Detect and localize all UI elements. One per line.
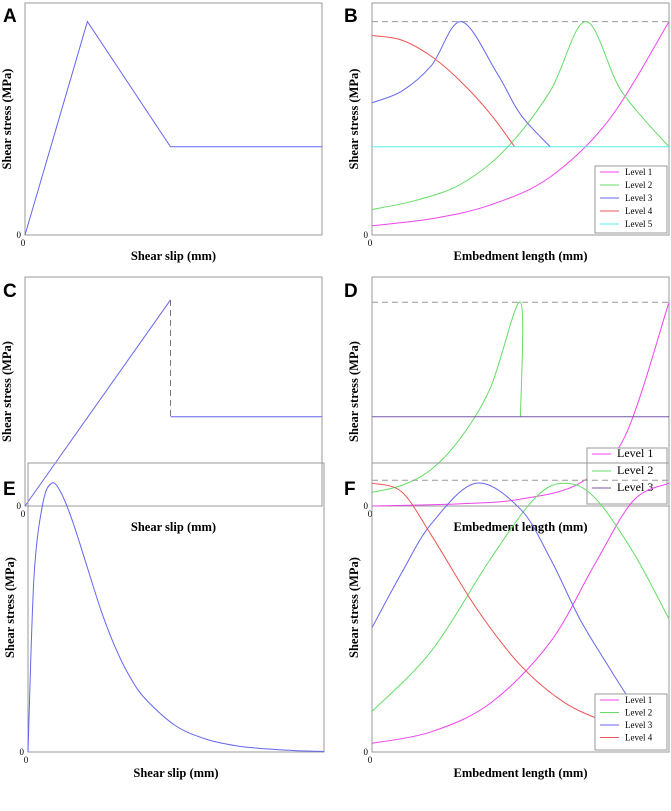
panel-b-frame	[371, 2, 670, 236]
panel-f-legend-label: Level 2	[625, 708, 652, 718]
panel-e-x-label: Shear slip (mm)	[133, 766, 218, 780]
panel-b-series-level-2	[371, 21, 670, 210]
panel-c-frame	[24, 276, 323, 507]
panel-a-y-origin: 0	[17, 230, 22, 240]
panel-c-y-label: Shear stress (MPa)	[0, 341, 14, 442]
panel-b-legend-label: Level 5	[625, 219, 653, 229]
panel-d-frame	[371, 276, 670, 507]
panel-b-x-label: Embedment length (mm)	[453, 249, 587, 263]
panel-f-legend-label: Level 3	[625, 720, 653, 730]
panel-b-letter: B	[344, 6, 358, 27]
panel-b-series-level-3	[371, 21, 551, 148]
panel-b-legend-label: Level 4	[625, 206, 653, 216]
panel-f-x-origin: 0	[368, 755, 373, 765]
panel-d-legend	[586, 447, 668, 505]
panel-b-x-origin: 0	[368, 238, 373, 248]
panel-b-y-label: Shear stress (MPa)	[347, 69, 361, 170]
panel-c-series-bond-slip	[24, 299, 171, 507]
panel-f-legend-label: Level 4	[625, 733, 653, 743]
panel-e-y-label: Shear stress (MPa)	[3, 557, 17, 658]
panel-b-legend-label: Level 1	[625, 167, 652, 177]
panel-a-x-origin: 0	[21, 238, 26, 248]
panel-f-series-level-2	[371, 482, 670, 712]
panel-e-x-origin: 0	[24, 755, 29, 765]
panel-e-letter: E	[3, 479, 16, 500]
panel-b-series-level-4	[371, 35, 516, 148]
panel-f-legend	[594, 693, 668, 751]
panel-d-legend-label: Level 2	[617, 463, 653, 477]
panel-b: B 00 Embedment length (mm) Shear stress (MP…	[344, 2, 670, 263]
panel-c: C 00 Shear slip (mm) Shear stress (MPa)	[0, 276, 323, 534]
panel-c-y-origin: 0	[17, 501, 22, 511]
panel-e-y-origin: 0	[20, 747, 25, 757]
panel-b-legend-label: Level 2	[625, 180, 652, 190]
panel-b-legend-label: Level 3	[625, 193, 653, 203]
panel-f-legend-label: Level 1	[625, 695, 652, 705]
panel-f-x-label: Embedment length (mm)	[453, 766, 587, 780]
panel-a-letter: A	[3, 6, 17, 27]
panel-d-y-origin: 0	[364, 501, 369, 511]
panel-c-letter: C	[3, 281, 17, 302]
panel-c-x-label: Shear slip (mm)	[131, 520, 216, 534]
panel-d-letter: D	[344, 281, 358, 302]
panel-a-x-label: Shear slip (mm)	[131, 249, 216, 263]
panel-c-x-origin: 0	[21, 509, 26, 519]
panel-b-y-origin: 0	[364, 230, 369, 240]
panel-f-series-level-3	[371, 482, 634, 707]
panel-b-legend	[594, 165, 668, 234]
panel-d-legend-label: Level 1	[617, 446, 653, 460]
panel-f-y-origin: 0	[364, 747, 369, 757]
panel-d-y-label: Shear stress (MPa)	[347, 341, 361, 442]
panel-d-series-level-2	[371, 301, 524, 493]
panel-d-x-label: Embedment length (mm)	[453, 520, 587, 534]
panel-a-series-bond-slip	[24, 20, 322, 236]
panel-e-frame	[27, 462, 325, 753]
panel-f-y-label: Shear stress (MPa)	[347, 557, 361, 658]
panel-f-series-level-1	[371, 482, 670, 744]
panel-d: D 00 Embedment length (mm) Shear stress (MP…	[344, 276, 670, 534]
panel-e-series-bond-slip	[27, 482, 325, 753]
panel-a-frame	[24, 2, 323, 236]
panel-d-x-origin: 0	[368, 509, 373, 519]
panel-d-legend-label: Level 3	[617, 480, 653, 494]
panel-f-letter: F	[344, 479, 356, 500]
panel-f-frame	[371, 462, 670, 753]
panel-a-y-label: Shear stress (MPa)	[0, 69, 14, 170]
panel-a: A 00 Shear slip (mm) Shear stress (MPa)	[0, 2, 323, 263]
